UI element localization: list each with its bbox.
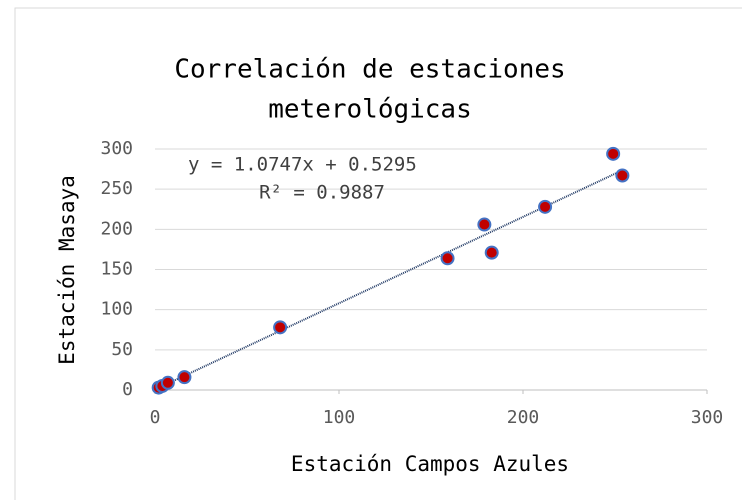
trendline-r2: R² = 0.9887	[259, 182, 385, 204]
y-tick-label: 250	[100, 178, 133, 199]
x-axis-title: Estación Campos Azules	[291, 452, 569, 476]
point	[273, 320, 288, 335]
y-tick-label: 300	[100, 138, 133, 159]
x-tick-label: 300	[691, 407, 724, 428]
trendline-equation: y = 1.0747x + 0.5295	[188, 154, 417, 176]
y-tick-label: 200	[100, 218, 133, 239]
y-tick-label: 150	[100, 259, 133, 280]
x-tick-label: 0	[150, 407, 161, 428]
x-tick-label: 100	[323, 407, 356, 428]
chart-title: Correlación de estaciones	[174, 55, 565, 85]
point	[615, 168, 630, 183]
point	[538, 199, 553, 214]
y-tick-label: 100	[100, 299, 133, 320]
point	[160, 375, 175, 390]
chart-border	[14, 7, 742, 500]
y-tick-label: 50	[111, 339, 133, 360]
point	[177, 370, 192, 385]
point	[477, 217, 492, 232]
point	[606, 146, 621, 161]
point	[440, 251, 455, 266]
y-axis-title: Estación Masaya	[55, 175, 79, 365]
x-tick-label: 200	[507, 407, 540, 428]
point	[484, 245, 499, 260]
y-tick-label: 0	[122, 379, 133, 400]
chart-title: meterológicas	[268, 95, 472, 125]
